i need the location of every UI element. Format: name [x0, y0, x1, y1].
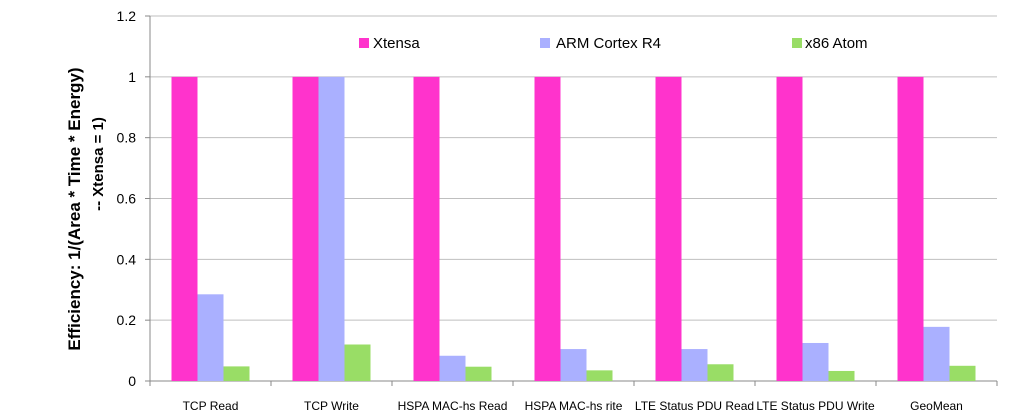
bar-xtensa-tcp-read [171, 76, 198, 381]
bar-arm-cortex-r4-lte-status-pdu-read [681, 349, 708, 381]
legend-label-x86-atom: x86 Atom [805, 35, 868, 52]
x-tick-label: TCP Read [183, 399, 239, 413]
x-tick-label: HSPA MAC-hs Read [398, 399, 508, 413]
bar-x86-atom-tcp-read [223, 366, 250, 381]
bar-xtensa-lte-status-pdu-read [655, 76, 682, 381]
bar-xtensa-hspa-mac-hs-read [413, 76, 440, 381]
legend-label-xtensa: Xtensa [373, 35, 420, 52]
y-tick-label: 1.2 [117, 8, 137, 24]
x-tick-label: TCP Write [304, 399, 359, 413]
bar-x86-atom-geomean [949, 365, 976, 381]
bar-x86-atom-tcp-write [344, 344, 371, 381]
legend-label-arm-cortex-r4: ARM Cortex R4 [556, 35, 661, 52]
bar-arm-cortex-r4-tcp-read [197, 294, 224, 381]
bar-arm-cortex-r4-hspa-mac-hs-rite [560, 349, 587, 381]
bar-xtensa-hspa-mac-hs-rite [534, 76, 561, 381]
legend-swatch-arm-cortex-r4 [540, 38, 550, 48]
legend-item-arm-cortex-r4: ARM Cortex R4 [540, 35, 661, 52]
legend-swatch-x86-atom [792, 38, 802, 48]
x-tick-label: LTE Status PDU Read [635, 399, 754, 413]
legend-swatch-xtensa [359, 38, 369, 48]
y-axis-title-line2: -- Xtensa = 1) [90, 117, 107, 211]
x-tick-label: GeoMean [910, 399, 963, 413]
bar-x86-atom-lte-status-pdu-read [707, 364, 734, 381]
bar-x86-atom-hspa-mac-hs-read [465, 366, 492, 381]
y-tick-label: 0.8 [117, 130, 137, 146]
bar-arm-cortex-r4-lte-status-pdu-write [802, 342, 829, 381]
y-tick-label: 0.2 [117, 312, 137, 328]
axes [145, 15, 998, 386]
x-tick-labels: TCP Read TCP Write HSPA MAC-hs Read HSPA MA… [183, 399, 963, 413]
legend-item-xtensa: Xtensa [359, 35, 420, 52]
bar-arm-cortex-r4-geomean [923, 326, 950, 381]
y-tick-label: 0 [128, 373, 136, 389]
bar-arm-cortex-r4-tcp-write [318, 76, 345, 381]
y-tick-labels: 0 0.2 0.4 0.6 0.8 1 1.2 [117, 8, 137, 389]
y-axis-title-line1: Efficiency: 1/(Area * Time * Energy) [65, 67, 84, 350]
bar-x86-atom-lte-status-pdu-write [828, 370, 855, 381]
x-tick-label: LTE Status PDU Write [756, 399, 875, 413]
bars [171, 76, 976, 381]
bar-arm-cortex-r4-hspa-mac-hs-read [439, 355, 466, 381]
bar-xtensa-tcp-write [292, 76, 319, 381]
legend: Xtensa ARM Cortex R4 x86 Atom [359, 35, 868, 52]
y-axis-title: Efficiency: 1/(Area * Time * Energy) -- … [65, 67, 107, 350]
x-tick-label: HSPA MAC-hs rite [525, 399, 623, 413]
gridlines [150, 15, 997, 321]
bar-x86-atom-hspa-mac-hs-rite [586, 370, 613, 381]
bar-xtensa-geomean [897, 76, 924, 381]
legend-item-x86-atom: x86 Atom [792, 35, 868, 52]
y-tick-label: 0.6 [117, 191, 137, 207]
bar-xtensa-lte-status-pdu-write [776, 76, 803, 381]
y-tick-label: 0.4 [117, 251, 137, 267]
y-tick-label: 1 [128, 69, 136, 85]
